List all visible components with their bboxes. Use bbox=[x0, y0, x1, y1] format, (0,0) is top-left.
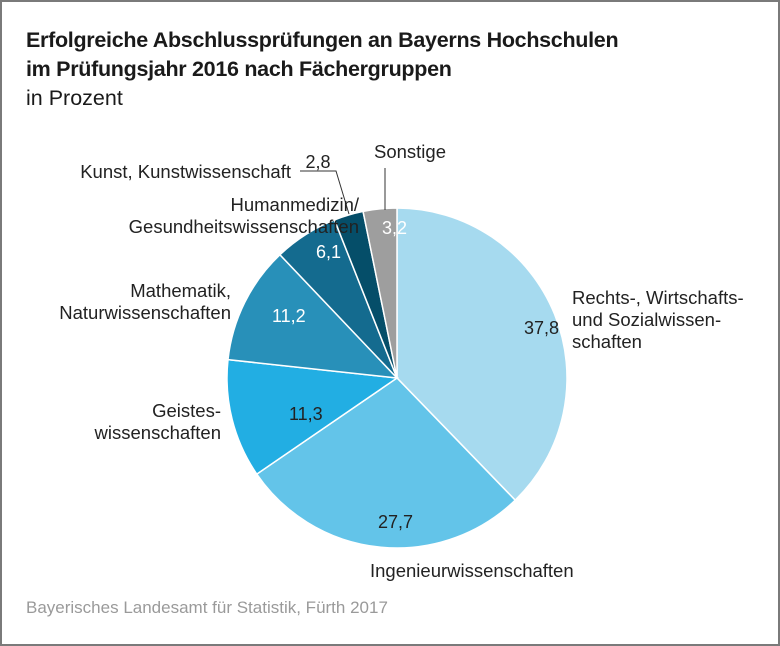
pie-slice bbox=[255, 377, 517, 549]
slice-category-label: Geistes-wissenschaften bbox=[94, 400, 221, 443]
pie-slice bbox=[226, 358, 400, 476]
slice-category-label-line: wissenschaften bbox=[94, 422, 221, 443]
chart-title-line-2: im Prüfungsjahr 2016 nach Fächergruppen bbox=[26, 57, 452, 81]
pie-slice bbox=[396, 207, 568, 502]
pie-slice bbox=[227, 253, 399, 379]
slice-category-label: Rechts-, Wirtschafts-und Sozialwissen-sc… bbox=[572, 287, 744, 352]
slice-category-label-line: Ingenieurwissenschaften bbox=[370, 560, 574, 581]
slice-value-label: 11,3 bbox=[289, 404, 323, 424]
slice-category-label-line: Mathematik, bbox=[130, 280, 231, 301]
slice-category-label-line: Kunst, Kunstwissenschaft bbox=[80, 161, 291, 182]
slice-category-label: Humanmedizin/Gesundheitswissenschaften bbox=[129, 194, 360, 237]
slice-category-label-line: Naturwissenschaften bbox=[59, 302, 231, 323]
slice-value-label: 2,8 bbox=[305, 152, 330, 172]
pie-slices bbox=[226, 207, 568, 549]
slice-value-label: 37,8 bbox=[524, 318, 559, 338]
slice-category-label-line: Humanmedizin/ bbox=[230, 194, 359, 215]
slice-category-label: Ingenieurwissenschaften bbox=[370, 560, 574, 581]
slice-category-label-line: und Sozialwissen- bbox=[572, 309, 721, 330]
slice-value-label: 27,7 bbox=[378, 512, 413, 532]
slice-category-label-line: schaften bbox=[572, 331, 642, 352]
pie-value-labels: 37,8 27,7 11,3 11,2 6,1 2,8 3,2 bbox=[272, 152, 559, 532]
chart-title: Erfolgreiche Abschlussprüfungen an Bayer… bbox=[26, 26, 619, 84]
slice-category-label-line: Sonstige bbox=[374, 141, 446, 162]
slice-category-label: Mathematik, Naturwissenschaften bbox=[59, 280, 231, 323]
slice-value-label: 3,2 bbox=[382, 218, 407, 238]
leader-lines bbox=[300, 168, 386, 215]
slice-category-label-line: Gesundheitswissenschaften bbox=[129, 216, 359, 237]
chart-source: Bayerisches Landesamt für Statistik, Für… bbox=[26, 598, 388, 617]
chart-subtitle: in Prozent bbox=[26, 86, 123, 110]
slice-category-label: Kunst, Kunstwissenschaft bbox=[80, 161, 291, 182]
pie-slice bbox=[362, 207, 398, 379]
slice-category-label-line: Geistes- bbox=[152, 400, 221, 421]
slice-value-label: 6,1 bbox=[316, 242, 341, 262]
pie-category-labels: Rechts-, Wirtschafts-und Sozialwissen-sc… bbox=[59, 141, 743, 581]
slice-category-label-line: Rechts-, Wirtschafts- bbox=[572, 287, 744, 308]
leader-line-kunst bbox=[300, 170, 350, 215]
chart-title-line-1: Erfolgreiche Abschlussprüfungen an Bayer… bbox=[26, 28, 619, 52]
slice-value-label: 11,2 bbox=[272, 306, 306, 326]
slice-category-label: Sonstige bbox=[374, 141, 446, 162]
